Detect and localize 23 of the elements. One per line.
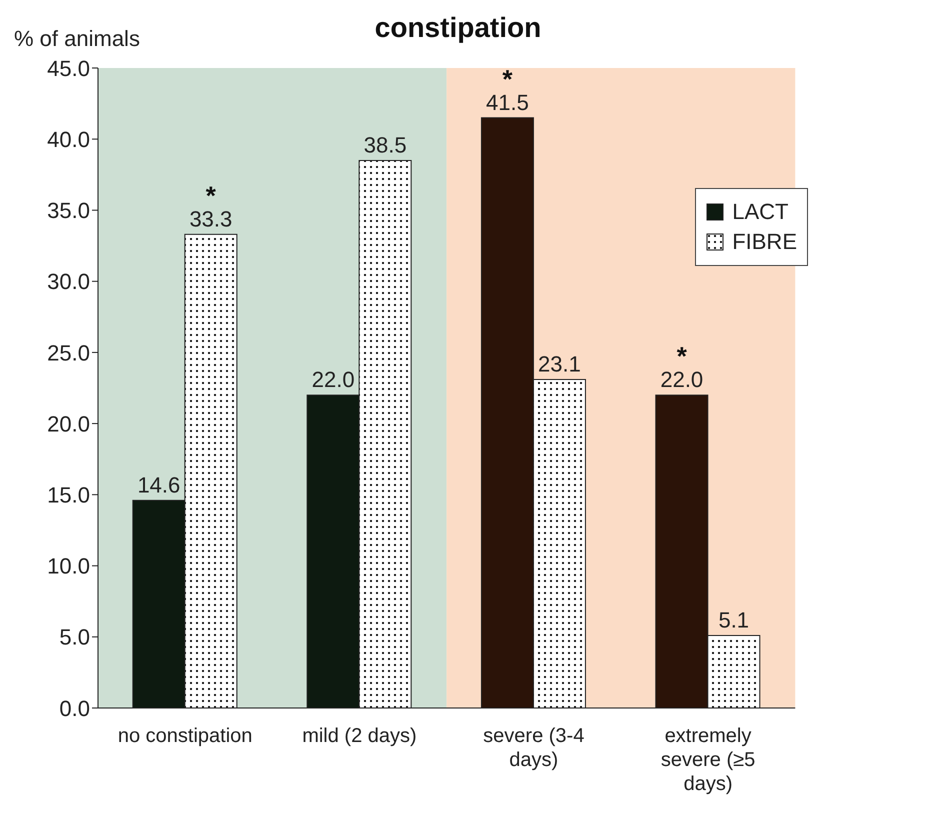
data-label: 14.6 bbox=[137, 472, 180, 498]
y-tick-label: 35.0 bbox=[47, 198, 90, 224]
legend-label: LACT bbox=[732, 199, 788, 225]
x-tick-label: extremely severe (≥5 days) bbox=[660, 725, 756, 795]
legend-label: FIBRE bbox=[732, 229, 797, 255]
y-tick-label: 45.0 bbox=[47, 56, 90, 81]
y-tick-label: 10.0 bbox=[47, 554, 90, 579]
x-tick-label: mild (2 days) bbox=[302, 725, 417, 747]
y-tick-label: 0.0 bbox=[59, 696, 90, 721]
y-tick-label: 40.0 bbox=[47, 126, 90, 152]
data-label: 22.0 bbox=[312, 367, 355, 392]
x-tick-label: severe (3-4 days) bbox=[483, 725, 584, 771]
y-tick-label: 5.0 bbox=[59, 624, 90, 650]
y-tick-label: 20.0 bbox=[47, 411, 90, 436]
data-label: 23.1 bbox=[538, 351, 581, 376]
y-tick-label: 25.0 bbox=[47, 340, 90, 366]
x-tick-label: no constipation bbox=[118, 725, 252, 747]
y-tick-label: 30.0 bbox=[47, 269, 90, 294]
y-tick-label: 15.0 bbox=[47, 482, 90, 508]
data-label: 5.1 bbox=[718, 607, 750, 632]
data-label: 38.5 bbox=[364, 132, 407, 158]
chart-title: constipation bbox=[374, 12, 542, 43]
y-axis-title: % of animals bbox=[14, 26, 140, 52]
